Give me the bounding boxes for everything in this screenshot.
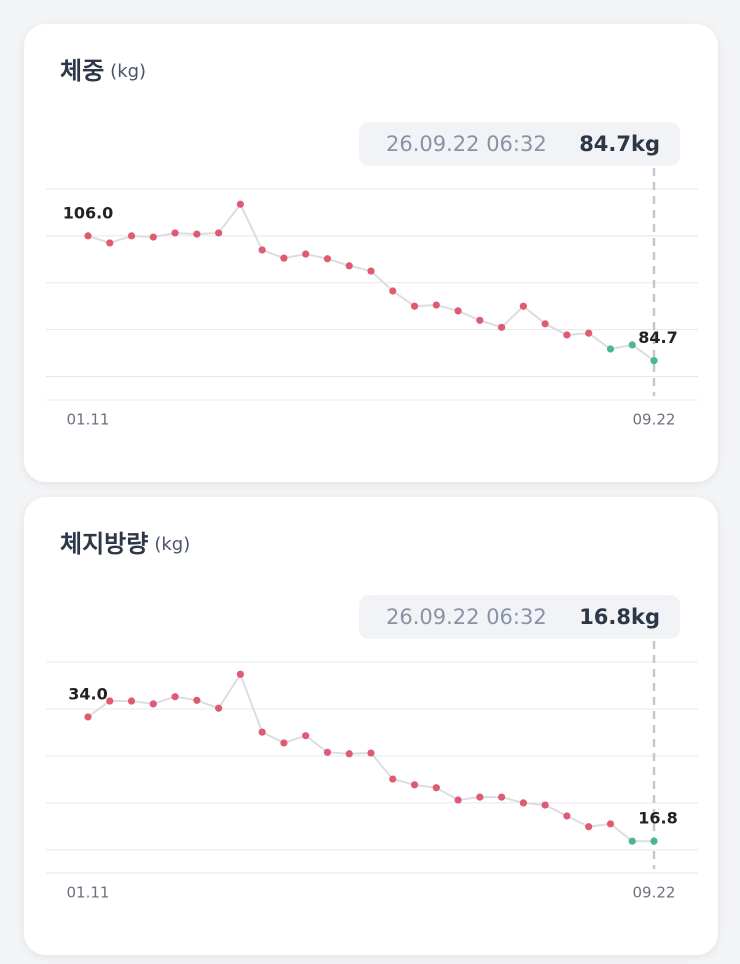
data-point (519, 799, 527, 807)
data-point (498, 323, 506, 331)
x-tick-label: 01.11 (67, 411, 110, 429)
data-point (541, 320, 549, 328)
data-point (650, 837, 658, 845)
data-point (476, 316, 484, 324)
data-point (454, 796, 462, 804)
data-point (193, 230, 201, 238)
data-point (171, 693, 179, 701)
title: 체중 (60, 57, 104, 85)
data-point (454, 307, 462, 315)
unit: (kg) (154, 534, 190, 555)
title: 체지방량 (60, 530, 148, 558)
value-label: 34.0 (68, 684, 107, 703)
data-point (236, 670, 244, 678)
value-label: 16.8 (638, 809, 677, 828)
data-point (323, 255, 332, 263)
data-point (149, 233, 157, 241)
x-tick-label: 01.11 (67, 884, 110, 902)
data-point (280, 739, 288, 747)
data-point (498, 793, 506, 801)
data-point (432, 784, 440, 792)
card-title: 체지방량 (kg) (60, 530, 190, 558)
card (24, 497, 718, 955)
data-point (323, 748, 332, 756)
data-point (84, 232, 92, 240)
data-point (236, 200, 244, 208)
unit: (kg) (110, 61, 146, 82)
data-point (302, 732, 310, 740)
data-point (258, 728, 266, 736)
data-point (476, 793, 484, 801)
card (24, 24, 718, 482)
data-point (519, 302, 527, 310)
data-point (606, 345, 615, 353)
data-point (389, 775, 397, 783)
data-point (410, 302, 419, 310)
x-tick-label: 09.22 (633, 884, 676, 902)
data-point (345, 262, 353, 270)
data-point (585, 329, 593, 337)
data-point (106, 239, 114, 247)
data-point (215, 704, 223, 712)
data-point (84, 713, 92, 721)
tooltip-box (359, 595, 680, 639)
card-title: 체중 (kg) (60, 57, 146, 85)
data-point (127, 232, 136, 240)
data-point (106, 697, 114, 705)
tooltip-time: 26.09.22 06:32 (386, 605, 547, 629)
data-point (650, 357, 658, 365)
data-point (280, 254, 288, 262)
data-point (563, 331, 571, 339)
data-point (149, 700, 157, 708)
tooltip-time: 26.09.22 06:32 (386, 132, 547, 156)
data-point (367, 267, 375, 275)
data-point (410, 781, 419, 789)
value-label: 106.0 (63, 203, 114, 222)
data-point (585, 823, 593, 831)
x-tick-label: 09.22 (633, 411, 676, 429)
data-point (389, 287, 397, 295)
data-point (628, 837, 636, 845)
data-point (302, 250, 310, 258)
data-point (215, 229, 223, 237)
data-point (171, 229, 179, 237)
data-point (606, 820, 615, 828)
data-point (127, 697, 136, 705)
data-point (193, 696, 201, 704)
tooltip-box (359, 122, 680, 166)
data-point (563, 812, 571, 820)
data-point (345, 750, 353, 758)
tooltip-value: 16.8kg (579, 605, 660, 629)
data-point (432, 301, 440, 309)
data-point (367, 749, 375, 757)
tooltip-value: 84.7kg (579, 132, 660, 156)
data-point (628, 341, 636, 349)
value-label: 84.7 (638, 328, 677, 347)
data-point (258, 246, 266, 254)
data-point (541, 801, 549, 809)
